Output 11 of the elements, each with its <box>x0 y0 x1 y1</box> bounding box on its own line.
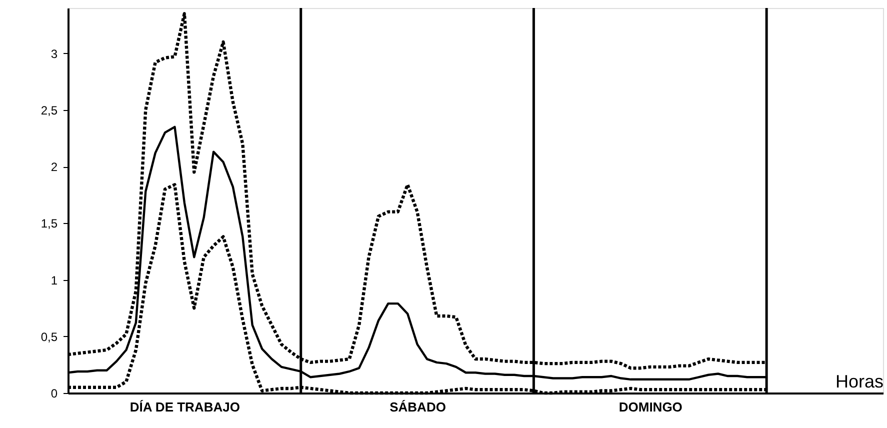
x-axis-title: Horas <box>835 372 884 392</box>
y-tick-label: 0 <box>50 386 58 400</box>
x-tick-label: SÁBADO <box>390 400 446 414</box>
y-tick-label: 3 <box>50 46 58 61</box>
y-tick-label: 2 <box>50 160 58 174</box>
y-tick-label: 2,5 <box>40 103 58 118</box>
y-tick-label: 1 <box>50 273 58 288</box>
x-tick-label: DÍA DE TRABAJO <box>130 400 240 414</box>
y-tick-label: 0,5 <box>40 330 58 344</box>
y-tick-label: 1,5 <box>40 216 58 231</box>
x-tick-label: DOMINGO <box>618 400 682 414</box>
